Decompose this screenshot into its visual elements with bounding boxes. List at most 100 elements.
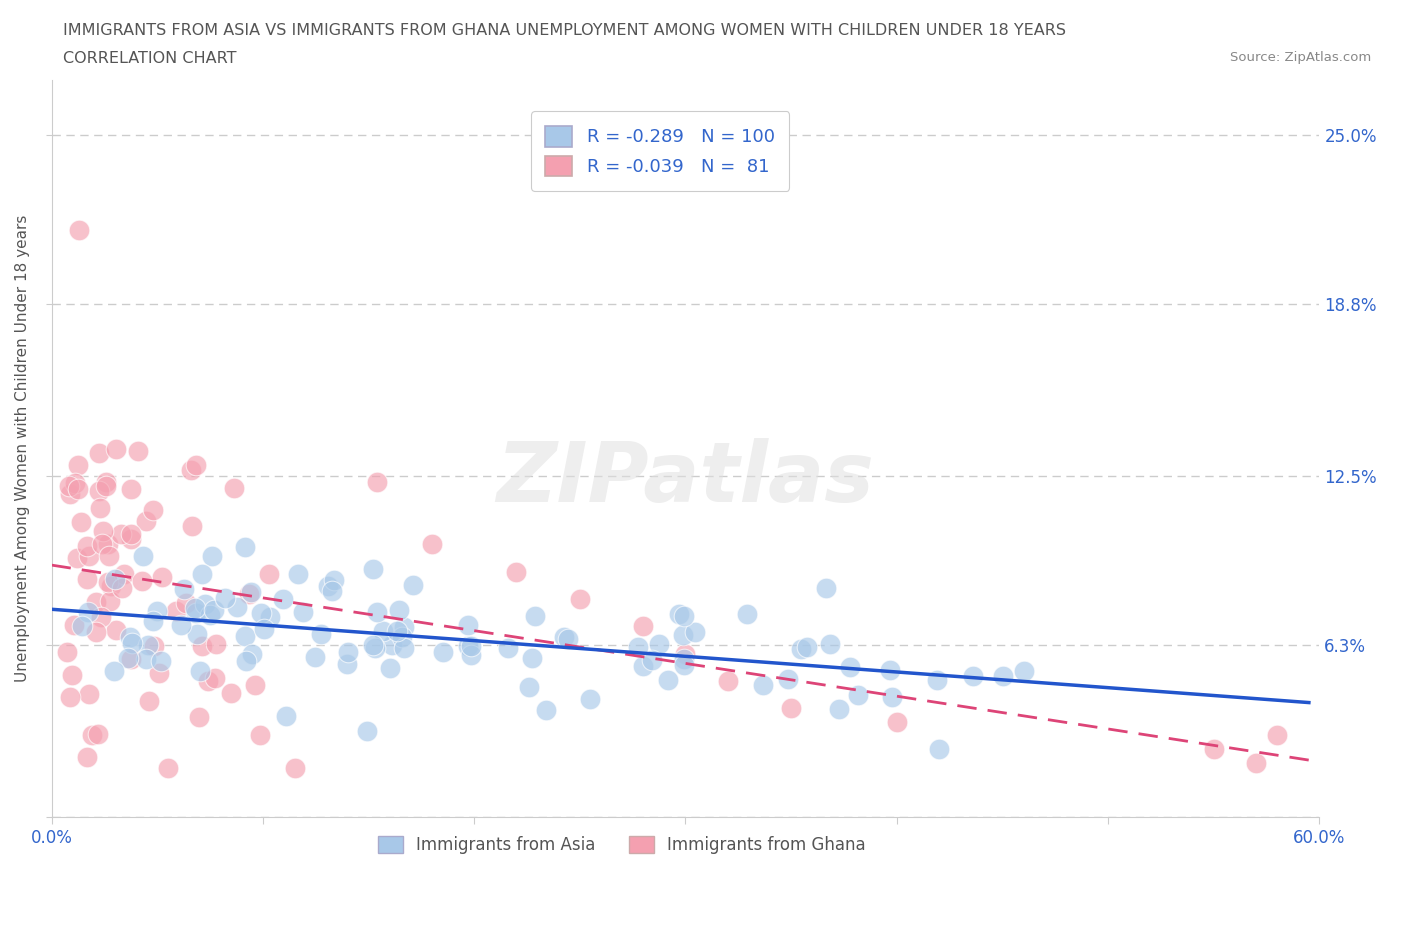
Text: IMMIGRANTS FROM ASIA VS IMMIGRANTS FROM GHANA UNEMPLOYMENT AMONG WOMEN WITH CHIL: IMMIGRANTS FROM ASIA VS IMMIGRANTS FROM … xyxy=(63,23,1066,38)
Point xyxy=(388,603,411,618)
Point xyxy=(197,673,219,688)
Point xyxy=(657,672,679,687)
Point xyxy=(380,661,402,676)
Point xyxy=(89,445,111,460)
Point xyxy=(66,551,89,565)
Point xyxy=(361,638,384,653)
Point xyxy=(356,724,378,739)
Point xyxy=(1265,728,1288,743)
Point xyxy=(77,604,100,619)
Point xyxy=(60,667,83,682)
Point xyxy=(796,640,818,655)
Point xyxy=(76,539,98,554)
Point xyxy=(879,663,901,678)
Point xyxy=(735,606,758,621)
Point xyxy=(146,604,169,618)
Point xyxy=(366,474,388,489)
Y-axis label: Unemployment Among Women with Children Under 18 years: Unemployment Among Women with Children U… xyxy=(15,215,30,683)
Point xyxy=(138,694,160,709)
Point xyxy=(394,619,416,634)
Point xyxy=(274,709,297,724)
Point xyxy=(94,474,117,489)
Point xyxy=(882,690,904,705)
Point xyxy=(460,639,482,654)
Point xyxy=(76,571,98,586)
Point xyxy=(80,727,103,742)
Point xyxy=(790,642,813,657)
Point xyxy=(239,585,262,600)
Point xyxy=(683,624,706,639)
Point xyxy=(751,678,773,693)
Point xyxy=(121,635,143,650)
Point xyxy=(198,607,221,622)
Point xyxy=(627,640,650,655)
Point xyxy=(104,622,127,637)
Point xyxy=(135,651,157,666)
Point xyxy=(814,581,837,596)
Point xyxy=(520,650,543,665)
Point xyxy=(457,639,479,654)
Point xyxy=(224,480,246,495)
Point xyxy=(391,630,413,644)
Point xyxy=(87,726,110,741)
Point xyxy=(142,639,165,654)
Point xyxy=(127,444,149,458)
Point xyxy=(631,618,654,633)
Point xyxy=(827,701,849,716)
Point xyxy=(287,566,309,581)
Point xyxy=(90,537,112,551)
Point xyxy=(120,651,142,666)
Point xyxy=(673,651,696,666)
Point xyxy=(69,514,91,529)
Point xyxy=(55,644,77,659)
Point xyxy=(98,549,121,564)
Point xyxy=(364,641,387,656)
Point xyxy=(233,628,256,643)
Point xyxy=(322,573,344,588)
Point xyxy=(253,621,276,636)
Point xyxy=(925,672,948,687)
Point xyxy=(67,223,90,238)
Point xyxy=(928,741,950,756)
Point xyxy=(373,623,395,638)
Point xyxy=(117,651,139,666)
Point xyxy=(152,570,174,585)
Point xyxy=(156,761,179,776)
Point xyxy=(76,750,98,764)
Point xyxy=(675,646,697,661)
Point xyxy=(165,604,187,618)
Point xyxy=(233,539,256,554)
Point xyxy=(271,591,294,606)
Point xyxy=(62,618,84,632)
Point xyxy=(780,700,803,715)
Point xyxy=(672,628,695,643)
Point xyxy=(187,710,209,724)
Point xyxy=(242,646,264,661)
Point xyxy=(226,600,249,615)
Point xyxy=(184,458,207,472)
Point xyxy=(202,602,225,617)
Point xyxy=(174,595,197,610)
Point xyxy=(243,678,266,693)
Point xyxy=(517,680,540,695)
Point xyxy=(496,640,519,655)
Point xyxy=(505,565,527,579)
Point xyxy=(361,562,384,577)
Point xyxy=(839,660,862,675)
Point xyxy=(292,604,315,619)
Point xyxy=(1202,742,1225,757)
Point xyxy=(84,625,107,640)
Text: ZIPatlas: ZIPatlas xyxy=(496,438,875,519)
Point xyxy=(204,671,226,685)
Point xyxy=(104,571,127,586)
Point xyxy=(381,638,404,653)
Point xyxy=(59,486,82,501)
Point xyxy=(97,575,120,590)
Point xyxy=(778,671,800,686)
Point xyxy=(336,657,359,671)
Point xyxy=(87,484,110,498)
Point xyxy=(631,658,654,673)
Point xyxy=(283,761,305,776)
Point xyxy=(557,632,579,647)
Point xyxy=(846,688,869,703)
